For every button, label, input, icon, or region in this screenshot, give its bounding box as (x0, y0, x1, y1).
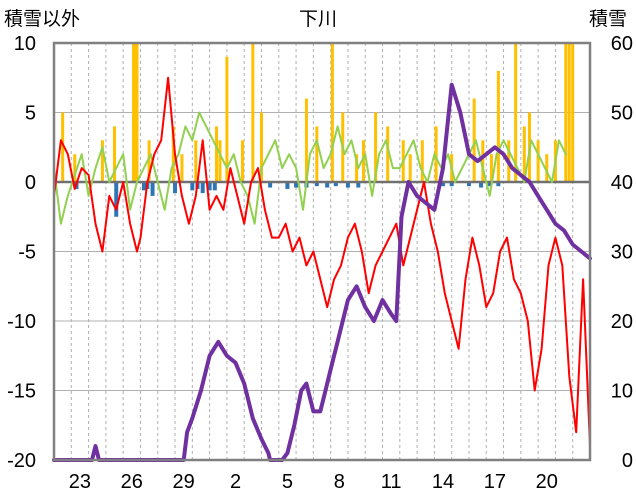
precipitation-bar-18 (315, 126, 319, 182)
precipitation-bar-3 (113, 126, 117, 182)
plot-frame (52, 41, 592, 462)
precipitation-bar-2 (100, 140, 104, 182)
x-tick-label-4: 5 (282, 471, 293, 493)
temperature-line (53, 76, 591, 448)
right-tick-label-6: 0 (622, 450, 633, 472)
x-tick-label-1: 26 (121, 471, 143, 493)
x-tick-label-5: 8 (334, 471, 345, 493)
right-axis: 60 50 40 30 20 10 0 (611, 33, 633, 472)
precipitation-bar-41 (564, 43, 568, 182)
snowfall-bar-10 (212, 182, 217, 191)
precipitation-bar-28 (434, 126, 438, 182)
snowfall-bar-24 (487, 182, 492, 187)
wind-line (53, 111, 567, 225)
precipitation-bar-27 (420, 140, 424, 182)
precipitation-bar-9 (180, 154, 184, 182)
precipitation-bar-12 (218, 140, 222, 182)
chart-title: 下川 (299, 9, 337, 30)
left-tick-label-0: 10 (14, 33, 36, 55)
snowfall-bar-4 (150, 182, 155, 196)
precipitation-bar-21 (355, 154, 359, 182)
left-axis: 10 5 0 -5 -10 -15 -20 (7, 33, 36, 472)
precipitation-bar-1 (73, 154, 77, 182)
snowfall-bar-23 (479, 182, 484, 188)
right-tick-label-1: 50 (611, 103, 633, 125)
precipitation-bar-38 (536, 140, 540, 182)
snowfall-bar-18 (345, 182, 350, 188)
snowfall-bar-21 (449, 182, 454, 187)
precipitation-bar-8 (171, 126, 175, 182)
precipitation-bar-11 (215, 126, 219, 182)
precipitation-bar-22 (361, 140, 365, 182)
precipitation-bar-7 (147, 140, 151, 182)
left-tick-label-3: -5 (18, 242, 36, 264)
snowfall-bar-1 (114, 182, 119, 217)
snowfall-bar-13 (294, 182, 299, 188)
precipitation-bar-10 (194, 140, 198, 182)
precipitation-bar-15 (251, 43, 255, 182)
x-axis: 23 26 29 2 5 8 11 14 17 20 (69, 471, 558, 493)
left-tick-label-2: 0 (25, 172, 36, 194)
snowfall-bar-5 (173, 182, 178, 194)
right-tick-label-5: 10 (611, 381, 633, 403)
x-tick-label-2: 29 (173, 471, 195, 493)
precipitation-bar-6 (135, 43, 139, 182)
snowfall-bar-2 (141, 182, 146, 191)
x-tick-label-6: 11 (381, 471, 402, 493)
right-axis-label: 積雪 (589, 8, 627, 30)
snowfall-bar-25 (496, 182, 501, 187)
snowfall-bar-8 (200, 182, 205, 194)
x-tick-label-0: 23 (69, 471, 91, 493)
snowfall-bar-15 (314, 182, 319, 187)
precipitation-bar-39 (545, 154, 549, 182)
precipitation-bar-26 (408, 154, 412, 182)
left-tick-label-4: -10 (7, 311, 36, 333)
precipitation-bar-42 (567, 43, 571, 182)
precipitation-bar-4 (132, 43, 136, 182)
left-tick-label-5: -15 (7, 381, 36, 403)
precipitation-bar-13 (225, 56, 229, 182)
snowfall-bar-12 (285, 182, 290, 189)
x-tick-label-8: 17 (484, 471, 506, 493)
snowfall-bar-20 (441, 182, 446, 187)
precipitation-bar-16 (259, 112, 263, 182)
snowfall-bar-16 (325, 182, 330, 188)
left-tick-label-1: 5 (25, 103, 36, 125)
precipitation-bar-17 (304, 98, 308, 182)
precipitation-bar-24 (386, 126, 390, 182)
right-tick-label-2: 40 (611, 172, 633, 194)
snowfall-bar-22 (466, 182, 471, 187)
right-tick-label-0: 60 (611, 33, 633, 55)
precipitation-bar-33 (496, 70, 500, 182)
precipitation-bar-43 (571, 43, 575, 182)
snowfall-bar-6 (190, 182, 195, 191)
left-axis-label: 積雪以外 (4, 8, 80, 30)
right-tick-label-3: 30 (611, 242, 633, 264)
precipitation-bar-35 (514, 43, 518, 182)
precipitation-bar-23 (374, 112, 378, 182)
snowfall-bar-11 (268, 182, 273, 188)
precipitation-bar-14 (240, 140, 244, 182)
left-tick-label-6: -20 (7, 450, 36, 472)
precipitation-bar-30 (472, 98, 476, 182)
x-tick-label-3: 2 (230, 471, 241, 493)
precipitation-bar-19 (330, 43, 334, 182)
precipitation-bar-0 (61, 112, 65, 182)
bar-series (61, 43, 575, 217)
x-tick-label-9: 20 (536, 471, 558, 493)
snowfall-bar-17 (333, 182, 338, 187)
snowfall-bar-19 (356, 182, 361, 188)
right-tick-label-4: 20 (611, 311, 633, 333)
precipitation-bar-31 (481, 140, 485, 182)
precipitation-bar-36 (522, 126, 526, 182)
snowfall-bar-9 (207, 182, 212, 191)
precipitation-bar-5 (133, 43, 137, 182)
precipitation-bar-32 (489, 154, 493, 182)
x-tick-label-7: 14 (432, 471, 454, 493)
